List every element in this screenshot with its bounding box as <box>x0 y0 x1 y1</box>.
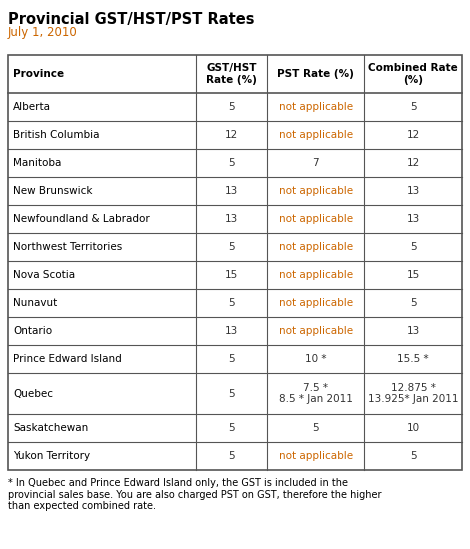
Text: Alberta: Alberta <box>13 102 51 112</box>
Text: Northwest Territories: Northwest Territories <box>13 242 122 252</box>
Text: not applicable: not applicable <box>279 270 352 280</box>
Text: not applicable: not applicable <box>279 130 352 140</box>
Text: not applicable: not applicable <box>279 298 352 308</box>
Text: 10: 10 <box>407 423 420 433</box>
Text: Nunavut: Nunavut <box>13 298 57 308</box>
Text: Combined Rate
(%): Combined Rate (%) <box>368 63 458 85</box>
Text: PST Rate (%): PST Rate (%) <box>277 69 354 79</box>
Bar <box>8 55 462 470</box>
Text: 12.875 *
13.925* Jan 2011: 12.875 * 13.925* Jan 2011 <box>368 383 458 404</box>
Text: Manitoba: Manitoba <box>13 158 62 168</box>
Text: 13: 13 <box>407 214 420 224</box>
Text: not applicable: not applicable <box>279 214 352 224</box>
Text: 5: 5 <box>228 298 235 308</box>
Text: Province: Province <box>13 69 64 79</box>
Text: July 1, 2010: July 1, 2010 <box>8 26 78 39</box>
Text: 5: 5 <box>228 389 235 399</box>
Text: 15: 15 <box>407 270 420 280</box>
Text: Ontario: Ontario <box>13 326 52 336</box>
Text: 13: 13 <box>407 326 420 336</box>
Text: 5: 5 <box>410 298 416 308</box>
Text: 5: 5 <box>228 423 235 433</box>
Text: 7.5 *
8.5 * Jan 2011: 7.5 * 8.5 * Jan 2011 <box>279 383 352 404</box>
Text: 13: 13 <box>407 186 420 196</box>
Text: 5: 5 <box>410 242 416 252</box>
Text: Saskatchewan: Saskatchewan <box>13 423 88 433</box>
Text: * In Quebec and Prince Edward Island only, the GST is included in the
provincial: * In Quebec and Prince Edward Island onl… <box>8 478 382 511</box>
Text: GST/HST
Rate (%): GST/HST Rate (%) <box>206 63 257 85</box>
Text: not applicable: not applicable <box>279 186 352 196</box>
Text: 5: 5 <box>228 354 235 364</box>
Text: Newfoundland & Labrador: Newfoundland & Labrador <box>13 214 150 224</box>
Text: 12: 12 <box>407 130 420 140</box>
Text: 13: 13 <box>225 186 238 196</box>
Text: 10 *: 10 * <box>305 354 326 364</box>
Text: 13: 13 <box>225 214 238 224</box>
Text: New Brunswick: New Brunswick <box>13 186 93 196</box>
Text: 13: 13 <box>225 326 238 336</box>
Text: 15.5 *: 15.5 * <box>397 354 429 364</box>
Text: Nova Scotia: Nova Scotia <box>13 270 75 280</box>
Text: Provincial GST/HST/PST Rates: Provincial GST/HST/PST Rates <box>8 12 254 27</box>
Text: 12: 12 <box>225 130 238 140</box>
Text: not applicable: not applicable <box>279 326 352 336</box>
Text: 12: 12 <box>407 158 420 168</box>
Text: 5: 5 <box>228 102 235 112</box>
Text: not applicable: not applicable <box>279 102 352 112</box>
Text: 5: 5 <box>228 158 235 168</box>
Text: 5: 5 <box>228 242 235 252</box>
Text: Quebec: Quebec <box>13 389 53 399</box>
Text: 5: 5 <box>312 423 319 433</box>
Text: 15: 15 <box>225 270 238 280</box>
Text: 5: 5 <box>410 102 416 112</box>
Text: not applicable: not applicable <box>279 242 352 252</box>
Text: 7: 7 <box>312 158 319 168</box>
Text: Yukon Territory: Yukon Territory <box>13 451 90 461</box>
Text: 5: 5 <box>228 451 235 461</box>
Text: not applicable: not applicable <box>279 451 352 461</box>
Text: British Columbia: British Columbia <box>13 130 100 140</box>
Text: Prince Edward Island: Prince Edward Island <box>13 354 122 364</box>
Text: 5: 5 <box>410 451 416 461</box>
